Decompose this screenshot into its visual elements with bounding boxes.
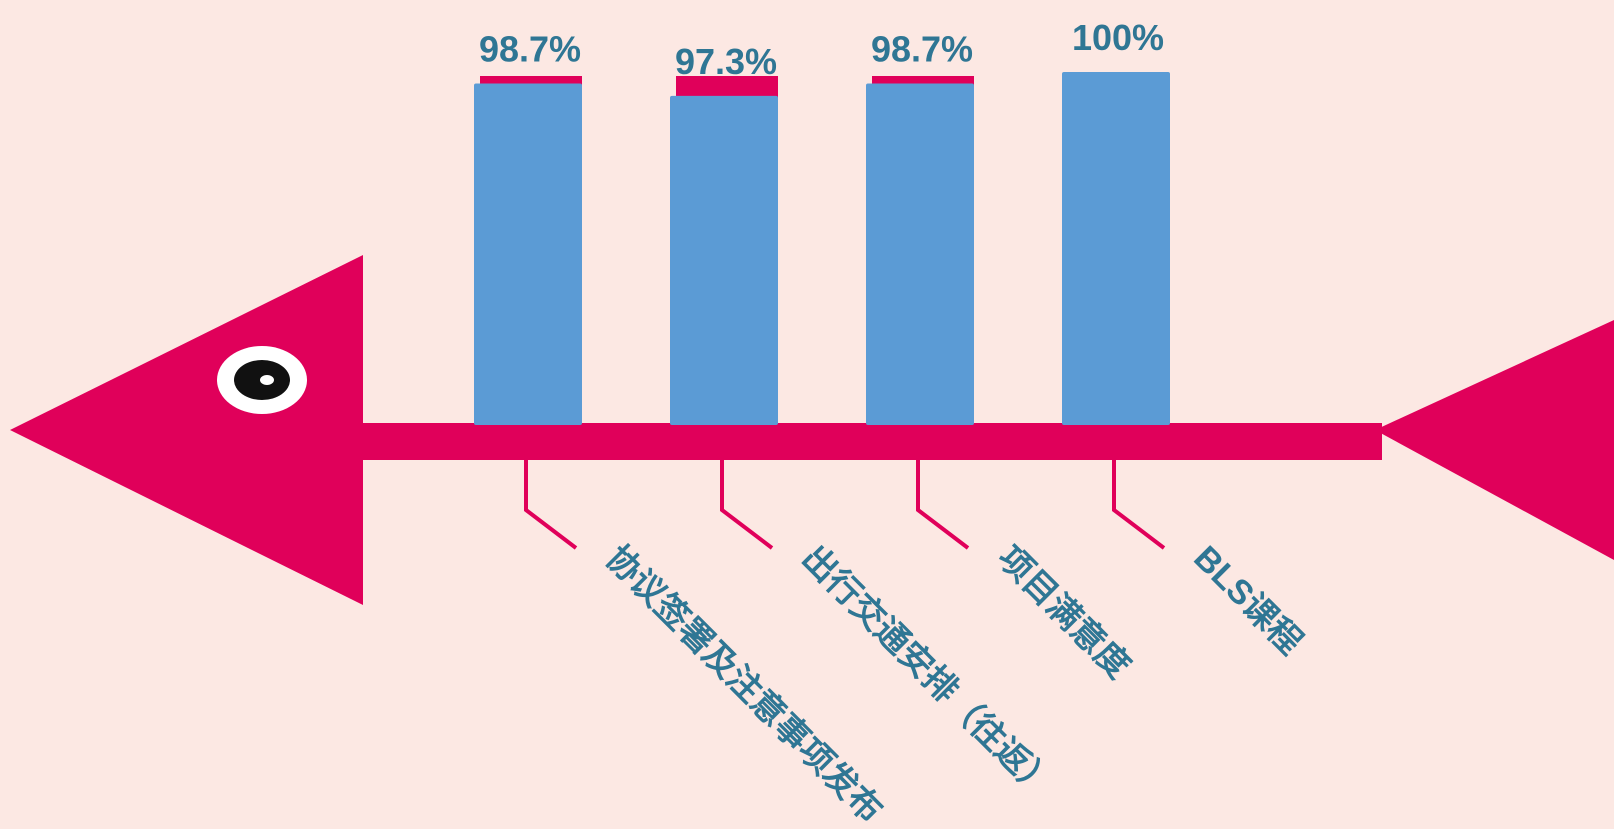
bar	[866, 83, 974, 425]
value-label: 98.7%	[479, 28, 581, 69]
connector	[720, 460, 774, 550]
bar	[1062, 72, 1170, 425]
fish-spine	[360, 423, 1382, 460]
connector	[916, 460, 970, 550]
value-label: 100%	[1072, 17, 1164, 58]
eye-glint	[260, 375, 274, 385]
value-label: 97.3%	[675, 41, 777, 82]
connector	[524, 460, 578, 550]
connector	[1112, 460, 1166, 550]
fish-head	[10, 255, 363, 605]
value-label: 98.7%	[871, 28, 973, 69]
bar	[474, 83, 582, 425]
bar	[670, 95, 778, 425]
fish-tail	[1375, 320, 1614, 560]
